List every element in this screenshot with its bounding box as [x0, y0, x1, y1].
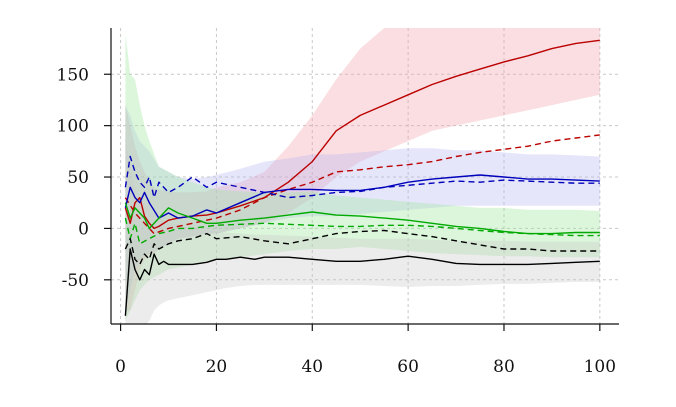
series-line-7-dashed	[124, 229, 600, 266]
series-lines	[124, 39, 600, 316]
x-tick-label: 0	[115, 357, 126, 377]
series-band-0	[125, 28, 600, 311]
x-tick-label: 100	[584, 357, 616, 377]
x-tick-label: 40	[301, 357, 323, 377]
series-line-4-solid	[124, 202, 600, 235]
x-tick-label: 20	[206, 357, 228, 377]
series-line-5-dashed	[124, 217, 600, 245]
y-tick-label: 50	[67, 168, 89, 188]
y-tick-label: 0	[78, 219, 89, 239]
series-band-6	[125, 135, 600, 324]
y-tick-label: 150	[57, 65, 89, 85]
series-band-4	[125, 33, 600, 321]
series-line-6-solid	[124, 248, 600, 316]
axes	[104, 28, 619, 331]
x-tick-label: 60	[397, 357, 419, 377]
series-band-2	[125, 105, 600, 311]
grid	[111, 28, 619, 324]
series-line-3-dashed	[124, 155, 600, 199]
y-tick-label: 100	[57, 117, 89, 137]
y-tick-label: -50	[62, 271, 89, 291]
series-line-2-solid	[124, 174, 600, 219]
confidence-bands	[125, 28, 600, 324]
tick-labels: 0 20 40 60 80 100 -50 0 50 100 150	[57, 65, 617, 377]
x-tick-label: 80	[493, 357, 515, 377]
